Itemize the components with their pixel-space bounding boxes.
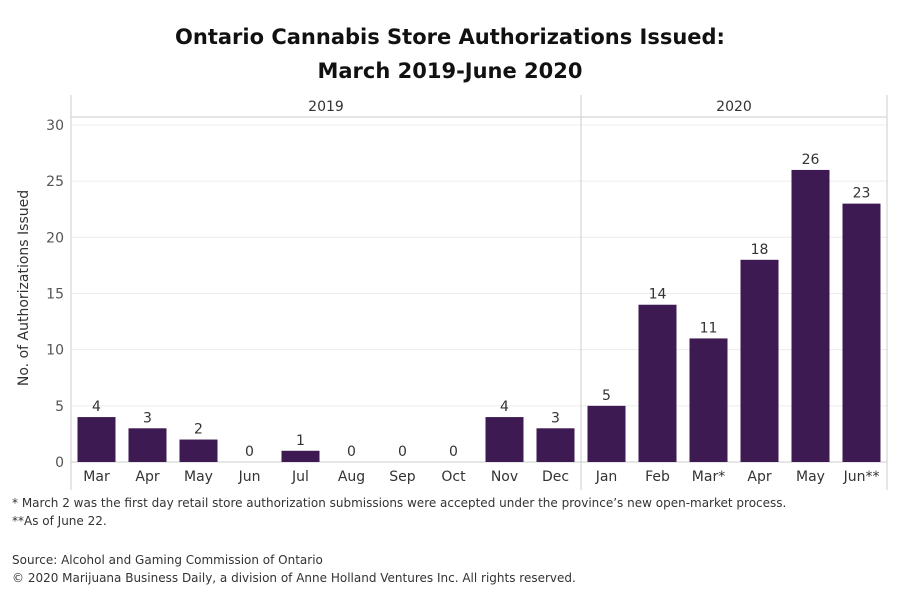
bar — [740, 259, 779, 462]
copyright-note: © 2020 Marijuana Business Daily, a divis… — [12, 571, 576, 585]
bar — [77, 417, 116, 462]
y-tick-label: 30 — [46, 118, 64, 134]
x-tick-label: Jun** — [843, 469, 880, 485]
bar — [128, 428, 167, 462]
data-label: 26 — [802, 152, 820, 168]
data-label: 23 — [853, 186, 871, 202]
bars — [77, 169, 881, 462]
footnote-march: * March 2 was the first day retail store… — [12, 496, 787, 510]
y-tick-label: 10 — [46, 343, 64, 359]
x-tick-label: Dec — [542, 469, 569, 485]
data-label: 0 — [449, 444, 458, 460]
y-tick-label: 0 — [55, 455, 64, 471]
x-tick-label: Jan — [595, 469, 618, 485]
chart-title-line-1: Ontario Cannabis Store Authorizations Is… — [175, 25, 725, 49]
bar — [587, 405, 626, 462]
x-tick-label: May — [796, 469, 825, 485]
x-tick-label: Apr — [747, 469, 771, 485]
data-label: 11 — [700, 320, 718, 336]
x-tick-label: Jun — [238, 469, 261, 485]
x-tick-label: Feb — [645, 469, 670, 485]
bar — [179, 439, 218, 462]
data-label: 5 — [602, 388, 611, 404]
x-tick-label: Oct — [441, 469, 466, 485]
bar — [842, 203, 881, 462]
bar — [536, 428, 575, 462]
chart-title-line-2: March 2019-June 2020 — [317, 59, 583, 83]
x-tick-label: Nov — [491, 469, 518, 485]
bar — [791, 169, 830, 462]
data-label: 1 — [296, 433, 305, 449]
x-tick-label: Apr — [135, 469, 159, 485]
bar — [281, 450, 320, 462]
source-note: Source: Alcohol and Gaming Commission of… — [12, 553, 323, 567]
data-label: 18 — [751, 242, 769, 258]
data-label: 0 — [347, 444, 356, 460]
data-label: 14 — [649, 287, 667, 303]
y-axis-title: No. of Authorizations Issued — [16, 190, 32, 386]
y-tick-label: 5 — [55, 399, 64, 415]
data-label: 3 — [143, 410, 152, 426]
data-label: 0 — [245, 444, 254, 460]
data-label: 3 — [551, 410, 560, 426]
bar — [485, 417, 524, 462]
data-label: 0 — [398, 444, 407, 460]
x-tick-label: May — [184, 469, 213, 485]
x-tick-label: Mar — [83, 469, 110, 485]
y-tick-label: 20 — [46, 230, 64, 246]
data-label: 4 — [500, 399, 509, 415]
bar — [638, 304, 677, 462]
panel-header-label: 2020 — [716, 99, 752, 115]
x-tick-label: Jul — [291, 469, 309, 485]
x-tick-label: Sep — [389, 469, 416, 485]
bar — [689, 338, 728, 462]
y-tick-label: 15 — [46, 287, 64, 303]
x-tick-label: Mar* — [692, 469, 725, 485]
panel-header-label: 2019 — [308, 99, 344, 115]
data-label: 2 — [194, 422, 203, 438]
x-tick-label: Aug — [338, 469, 365, 485]
labels: 05101520253020194Mar3Apr2May0Jun1Jul0Aug… — [46, 99, 879, 485]
y-tick-label: 25 — [46, 174, 64, 190]
footnote-june: **As of June 22. — [12, 514, 107, 528]
data-label: 4 — [92, 399, 101, 415]
